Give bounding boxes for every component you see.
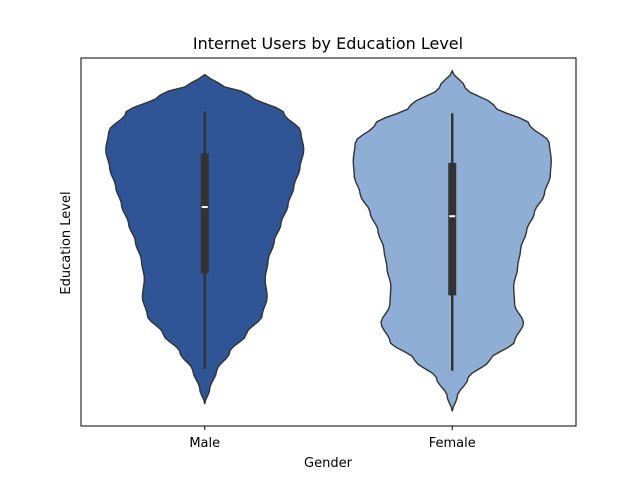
iqr-box-male	[200, 153, 209, 274]
y-axis-label: Education Level	[59, 191, 74, 294]
plot-frame	[80, 57, 577, 427]
x-axis-label: Gender	[304, 456, 353, 471]
chart-title: Internet Users by Education Level	[193, 34, 463, 53]
x-tick-label-male: Male	[189, 436, 220, 451]
x-axis-ticks: Male Female	[189, 426, 476, 451]
x-tick-label-female: Female	[429, 436, 476, 451]
iqr-box-female	[448, 162, 457, 296]
plot-area	[105, 69, 552, 412]
